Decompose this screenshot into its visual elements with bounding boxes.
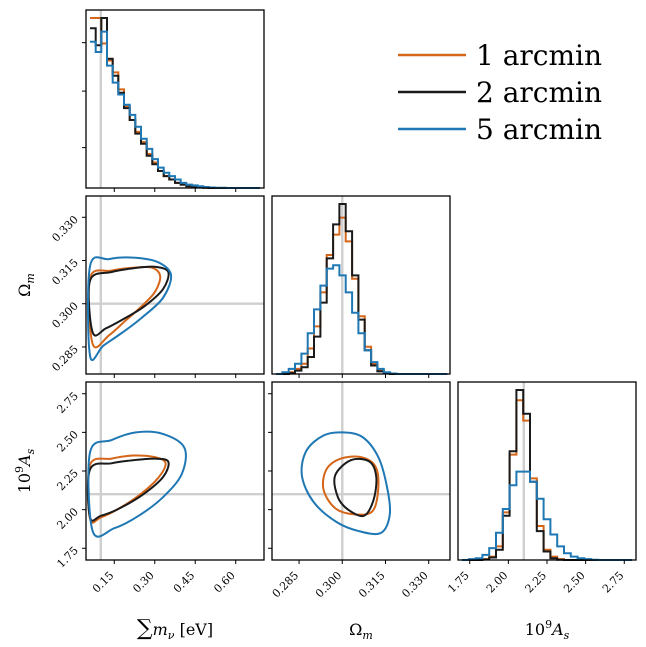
panel-frame-mnu_as — [85, 381, 265, 561]
legend-label-2: 2 arcmin — [476, 76, 602, 109]
histogram-mnu-series-2 — [90, 17, 260, 189]
y-tick-label-om-3: 0.315 — [49, 256, 80, 287]
panel-frame-mnu — [85, 9, 265, 189]
x-tick-label-mnu-2: 0.30 — [130, 569, 157, 596]
x-axis-label-om: Ωm — [349, 620, 373, 642]
contour-om_as-series-1 — [321, 455, 380, 516]
x-tick-label-as-2: 2.00 — [484, 569, 511, 596]
contour-mnu_om-series-3 — [87, 256, 173, 362]
x-tick-label-as-1: 1.75 — [445, 569, 472, 596]
y-tick-label-as-3: 2.25 — [54, 467, 81, 494]
histogram-as-series-2 — [462, 389, 632, 561]
contour-om_as-series-2 — [333, 457, 378, 518]
x-tick-label-om-3: 0.315 — [356, 569, 387, 600]
y-tick-label-as-4: 2.50 — [54, 428, 81, 455]
y-tick-label-om-4: 0.330 — [49, 213, 80, 244]
x-tick-label-om-1: 0.285 — [270, 569, 301, 600]
contour-panel-om_as — [271, 381, 451, 561]
panel-frame-as — [457, 381, 637, 561]
legend: 1 arcmin 2 arcmin 5 arcmin — [398, 39, 602, 146]
y-axis-label-om: Ωm — [15, 273, 37, 297]
histogram-as-series-1 — [462, 399, 632, 561]
histogram-panel-as — [457, 381, 637, 561]
x-axis-label-as: 109As — [525, 618, 570, 642]
contour-mnu_as-series-2 — [86, 457, 170, 522]
contour-panel-mnu_as — [85, 381, 265, 561]
y-tick-label-as-2: 2.00 — [54, 505, 81, 532]
x-tick-label-mnu-4: 0.60 — [211, 569, 238, 596]
y-tick-label-as-5: 2.75 — [54, 389, 81, 416]
contour-mnu_as-series-3 — [87, 430, 187, 538]
y-tick-label-as-1: 1.75 — [54, 544, 81, 571]
panel-frame-mnu_om — [85, 195, 265, 375]
histogram-mnu-series-3 — [90, 30, 260, 189]
y-tick-label-om-1: 0.285 — [49, 343, 80, 374]
x-tick-label-om-2: 0.300 — [313, 569, 344, 600]
histogram-panel-mnu — [85, 9, 265, 189]
histogram-as-series-3 — [462, 470, 632, 561]
panel-frame-om_as — [271, 381, 451, 561]
contour-mnu_as-series-1 — [86, 454, 167, 524]
y-tick-label-om-2: 0.300 — [49, 299, 80, 330]
x-tick-label-as-3: 2.25 — [523, 569, 550, 596]
contour-panel-mnu_om — [85, 195, 265, 375]
legend-label-1: 1 arcmin — [476, 39, 602, 72]
contour-mnu_om-series-2 — [87, 265, 170, 337]
legend-label-3: 5 arcmin — [476, 113, 602, 146]
histogram-om-series-1 — [276, 216, 448, 375]
x-tick-label-mnu-3: 0.45 — [171, 569, 198, 596]
panel-frame-om — [271, 195, 451, 375]
histogram-panel-om — [271, 195, 451, 375]
x-tick-label-om-4: 0.330 — [399, 569, 430, 600]
x-tick-label-as-5: 2.75 — [600, 569, 627, 596]
x-tick-label-as-4: 2.50 — [561, 569, 588, 596]
histogram-om-series-2 — [276, 203, 448, 375]
contour-om_as-series-3 — [300, 431, 392, 536]
y-axis-label-as: 109As — [13, 448, 37, 493]
x-tick-label-mnu-1: 0.15 — [90, 569, 117, 596]
histogram-mnu-series-1 — [90, 17, 260, 189]
contour-mnu_om-series-1 — [87, 265, 162, 349]
x-axis-label-mnu: ∑mν [eV] — [137, 616, 213, 642]
